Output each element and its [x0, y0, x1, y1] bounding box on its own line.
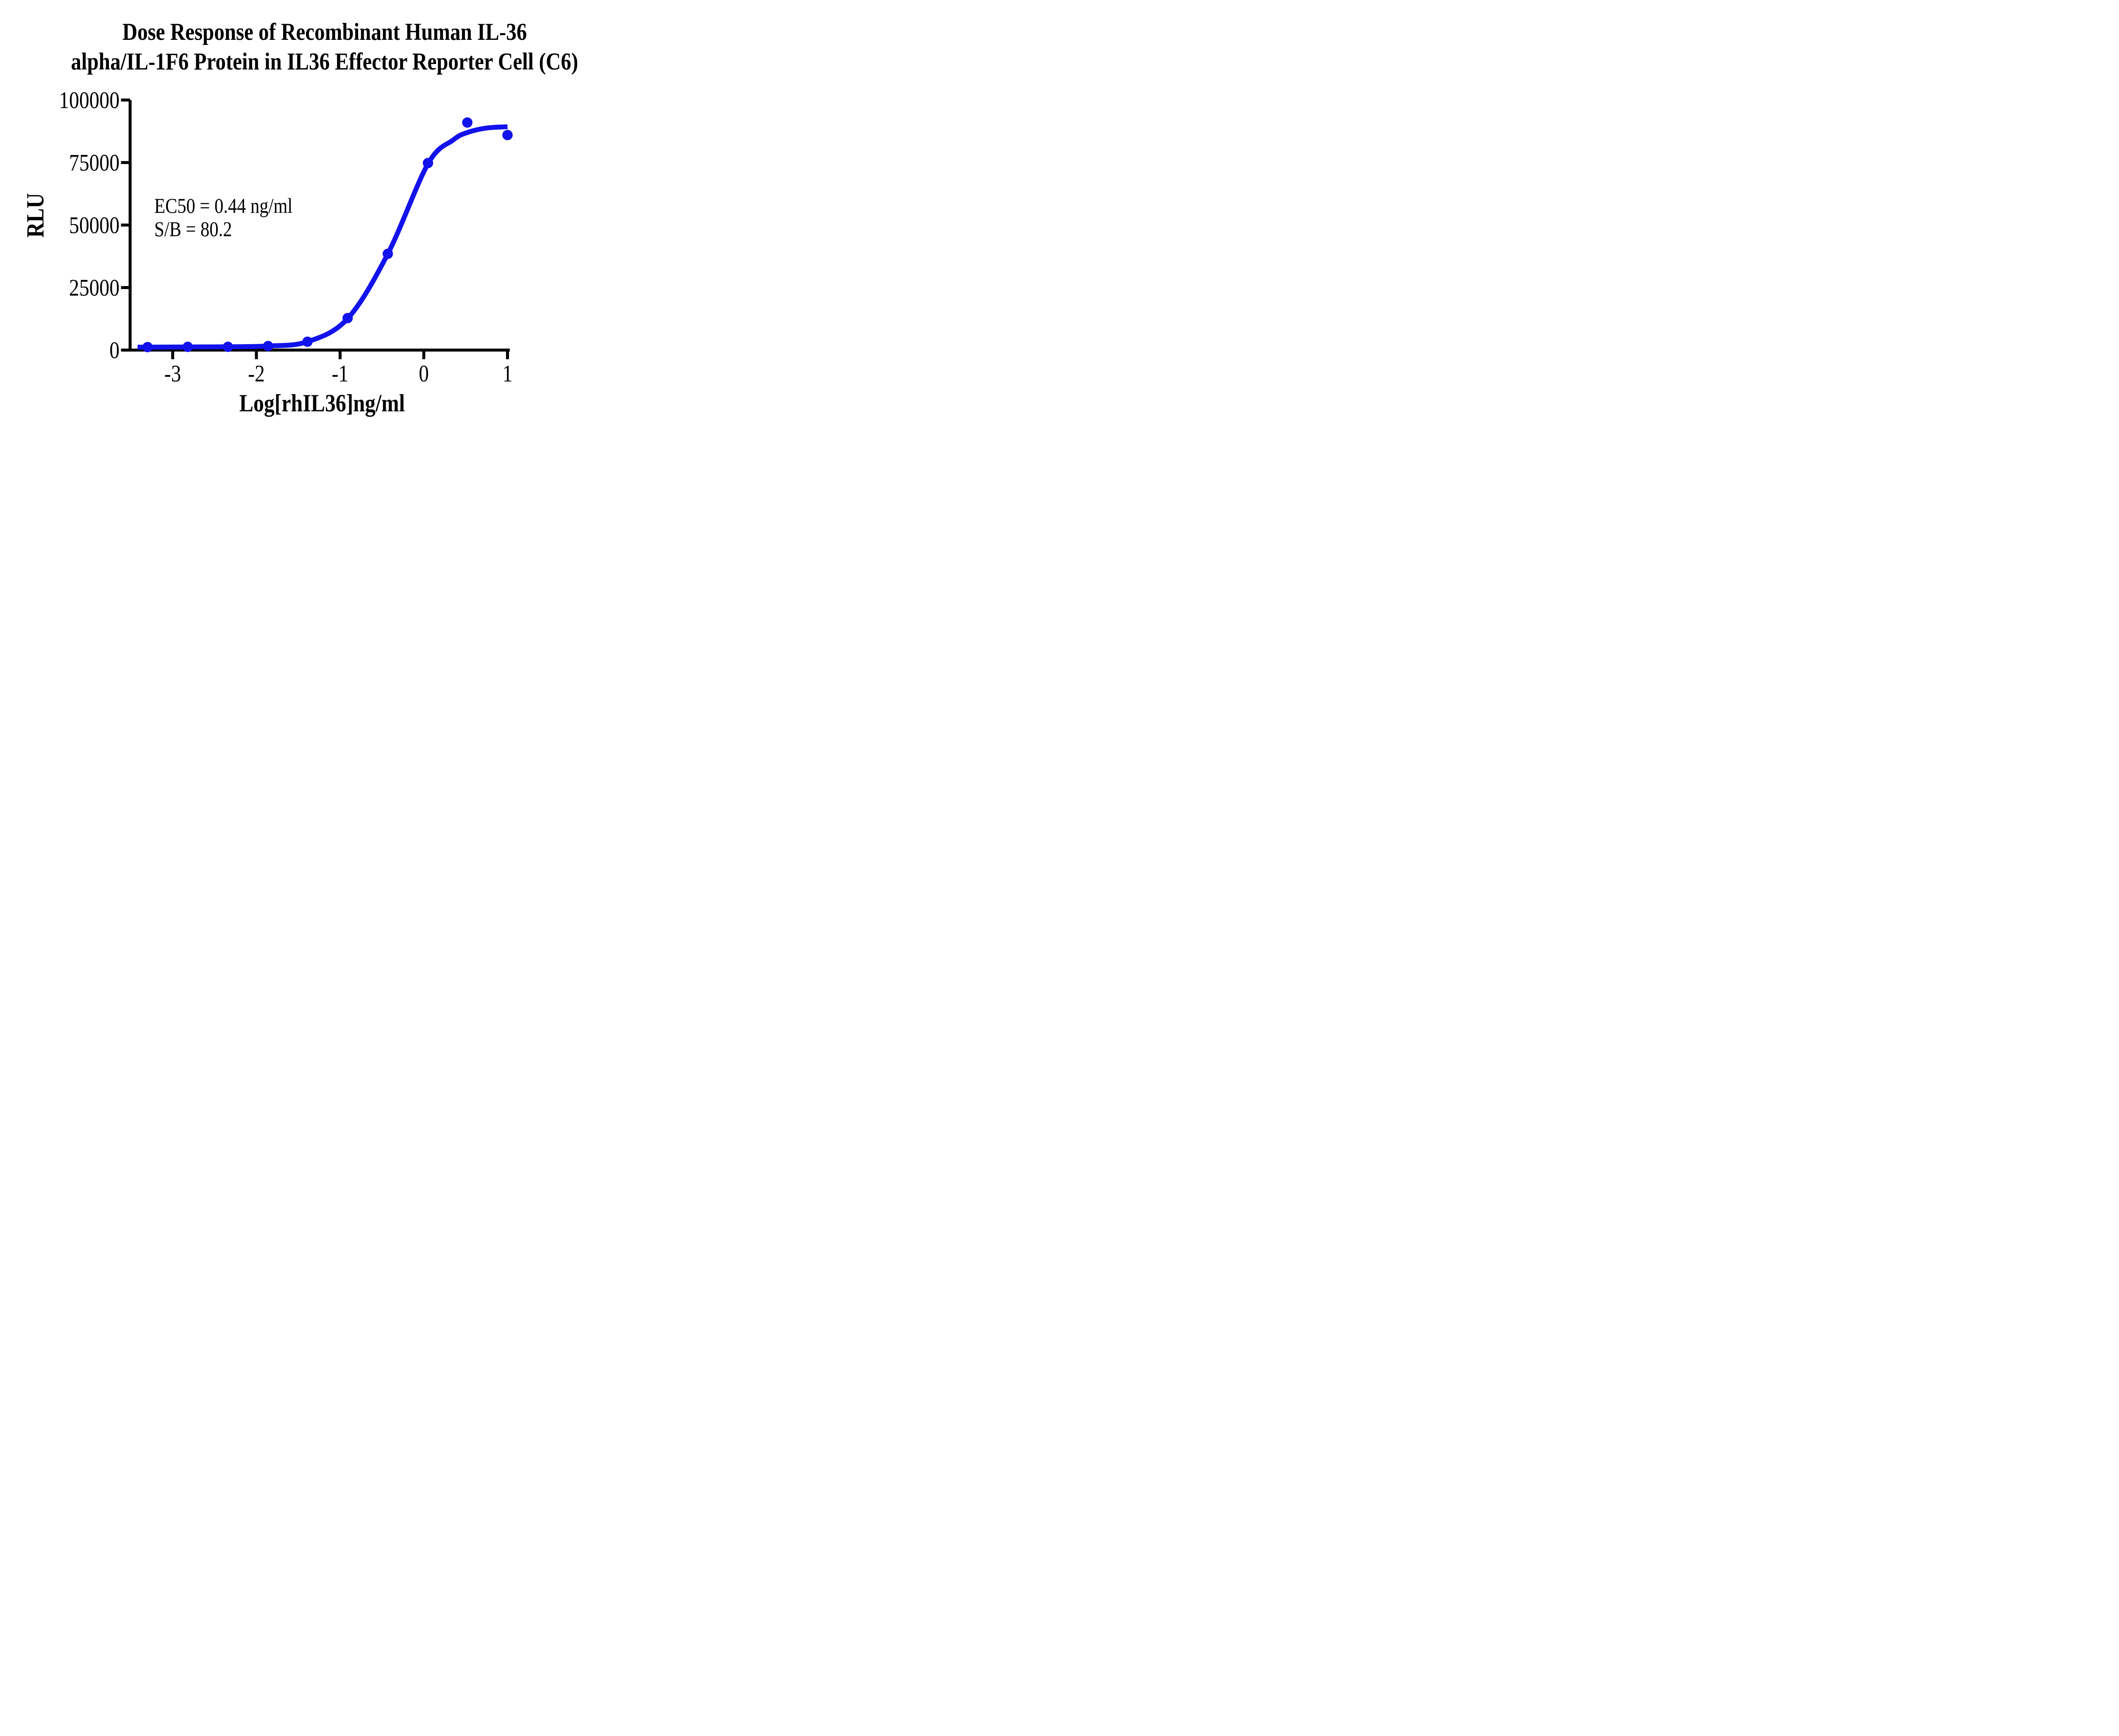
y-tick-label: 0	[109, 338, 120, 364]
data-point	[462, 117, 473, 128]
chart-title-line2: alpha/IL-1F6 Protein in IL36 Effector Re…	[71, 48, 578, 75]
x-tick-label: -1	[332, 361, 349, 387]
dose-response-chart: -3 -2 -1 0 1 0 25000 50000 75000 100000	[59, 88, 513, 387]
data-point	[142, 342, 153, 353]
data-point	[263, 341, 273, 351]
fit-results-annotation: EC50 = 0.44 ng/ml S/B = 80.2	[154, 194, 317, 241]
data-point	[302, 337, 313, 347]
data-point	[342, 313, 353, 323]
y-axis-title: RLU	[21, 193, 49, 238]
data-point	[222, 342, 234, 352]
y-tick-label: 25000	[69, 275, 120, 301]
y-tick-label: 75000	[69, 150, 120, 176]
chart-title: Dose Response of Recombinant Human IL-36…	[13, 17, 637, 77]
x-axis-title: Log[rhIL36]ng/ml	[239, 389, 405, 417]
data-point	[182, 342, 193, 352]
x-tick-label: 1	[503, 361, 513, 387]
ec50-annotation: EC50 = 0.44 ng/ml	[154, 194, 293, 217]
x-tick-label: -3	[164, 361, 181, 387]
y-tick-label: 50000	[69, 213, 120, 239]
data-point	[502, 130, 513, 140]
data-points-group	[142, 117, 513, 353]
axes	[121, 98, 510, 359]
data-point	[423, 158, 434, 168]
tick-marks	[121, 98, 509, 359]
dose-response-figure: -3 -2 -1 0 1 0 25000 50000 75000 100000 Dose Resp…	[0, 0, 637, 434]
y-tick-label: 100000	[59, 88, 120, 114]
x-tick-label: -2	[248, 361, 265, 387]
tick-labels: -3 -2 -1 0 1 0 25000 50000 75000 100000	[59, 88, 512, 387]
x-tick-label: 0	[419, 361, 429, 387]
data-point	[382, 248, 393, 259]
signal-to-background-annotation: S/B = 80.2	[154, 217, 232, 241]
chart-title-line1: Dose Response of Recombinant Human IL-36	[122, 19, 527, 45]
